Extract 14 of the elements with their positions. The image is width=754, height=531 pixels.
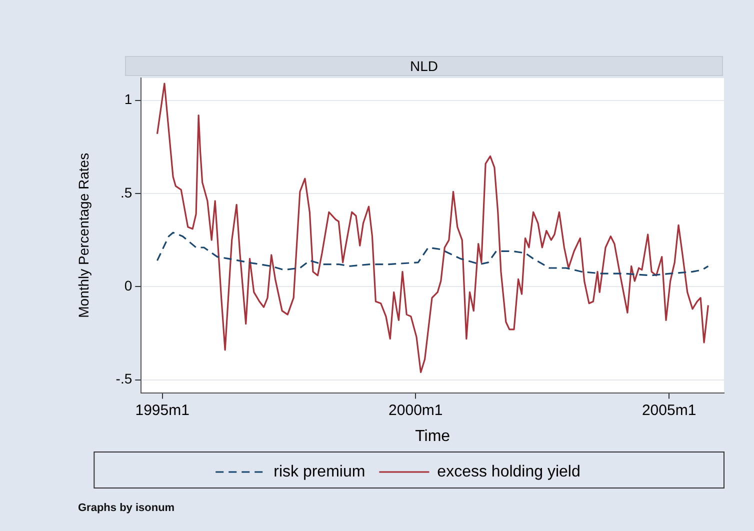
x-axis-title: Time [415, 428, 450, 445]
y-axis-title: Monthly Percentage Rates [75, 152, 92, 318]
line-series [156, 232, 709, 276]
text: Graphs by isonum [78, 502, 175, 514]
chart-title: NLD [125, 56, 723, 76]
legend-label: risk premium [274, 463, 366, 480]
y-tick-label: -.5 [116, 370, 132, 387]
x-tick-label: 2000m1 [388, 402, 443, 419]
x-tick-label: 2005m1 [642, 402, 696, 419]
y-tick-label: 1 [124, 91, 132, 108]
y-tick-label: 0 [124, 277, 132, 294]
y-tick-label: .5 [120, 184, 132, 200]
legend-label: excess holding yield [437, 463, 580, 480]
x-tick-label: 1995m1 [135, 402, 190, 419]
